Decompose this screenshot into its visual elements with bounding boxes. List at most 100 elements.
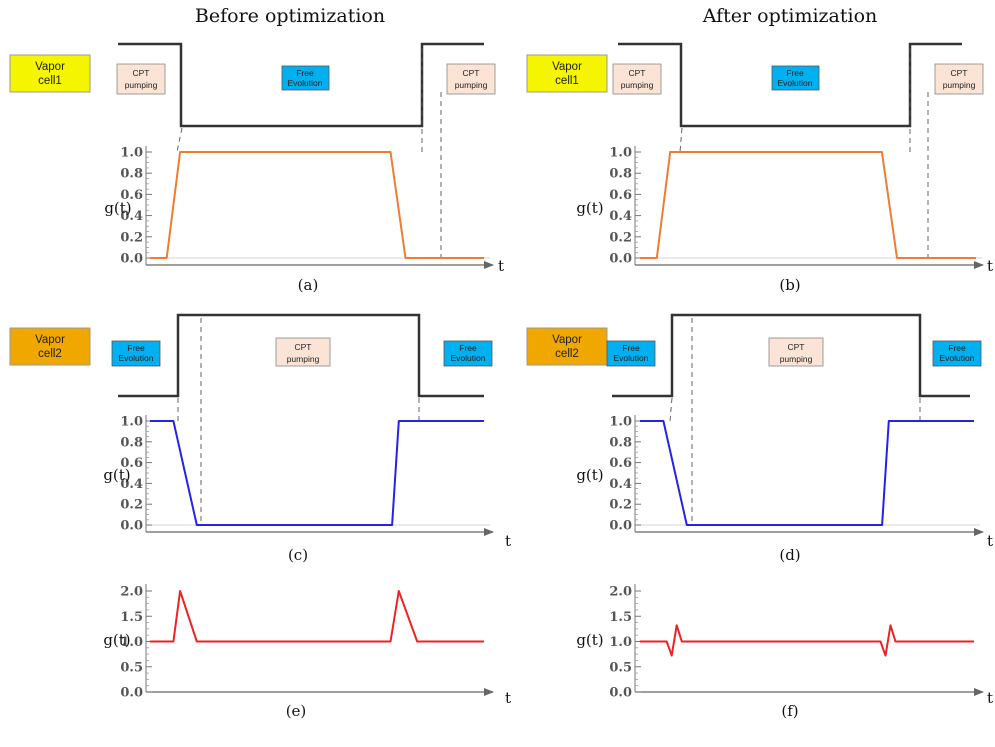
svg-text:Free: Free [948, 343, 966, 353]
y-tick-label: 0.4 [120, 477, 143, 492]
y-tick-label: 0.2 [609, 230, 632, 245]
svg-text:Vapor: Vapor [35, 61, 65, 73]
x-axis-label: t [498, 257, 504, 275]
y-tick-label: 0.2 [120, 230, 143, 245]
y-axis-label: g(t) [104, 199, 131, 217]
free-box-4: Free Evolution [443, 340, 493, 367]
chart-panel-d: 0.0 0.2 0.4 0.6 0.8 1.0 g(t) t (d) [576, 415, 993, 565]
y-tick-label: 1.0 [120, 635, 143, 650]
svg-text:Free: Free [459, 343, 477, 353]
cpt-box-3: CPT pumping [612, 63, 662, 95]
y-tick-label: 0.4 [609, 209, 632, 224]
x-axis-label: t [987, 532, 993, 550]
y-axis-label: g(t) [576, 631, 603, 649]
svg-text:pumping: pumping [943, 80, 976, 90]
svg-text:cell2: cell2 [38, 348, 62, 360]
y-tick-label: 0.2 [120, 498, 143, 513]
svg-text:Free: Free [127, 343, 145, 353]
series-line [640, 151, 976, 259]
svg-text:pumping: pumping [455, 80, 488, 90]
y-tick-label: 0.5 [609, 660, 632, 675]
y-tick-label: 0.0 [120, 519, 143, 534]
svg-text:Evolution: Evolution [614, 353, 649, 363]
y-tick-label: 1.5 [609, 610, 632, 625]
vapor-cell1-label-right: Vapor cell1 [526, 54, 608, 93]
y-axis-label: g(t) [576, 466, 603, 484]
cell2-timing-right [612, 313, 970, 398]
panel-caption: (d) [779, 546, 800, 564]
y-tick-label: 0.0 [609, 519, 632, 534]
vapor-cell2-label-right: Vapor cell2 [526, 327, 608, 366]
x-axis-label: t [987, 257, 993, 275]
y-tick-label: 0.4 [609, 477, 632, 492]
y-tick-label: 0.0 [120, 252, 143, 267]
y-axis-label: g(t) [576, 199, 603, 217]
y-tick-label: 0.0 [120, 686, 143, 701]
svg-text:pumping: pumping [780, 354, 813, 364]
plots-layer: 0.00.20.40.60.81.0g(t)t(a)0.00.20.40.60.… [103, 146, 993, 721]
title-after: After optimization [702, 5, 878, 27]
y-tick-label: 0.5 [120, 660, 143, 675]
svg-text:Vapor: Vapor [552, 334, 582, 346]
y-tick-label: 0.6 [120, 456, 143, 471]
svg-text:Vapor: Vapor [35, 334, 65, 346]
svg-text:CPT: CPT [788, 342, 805, 352]
panel-caption: (b) [779, 276, 800, 294]
y-tick-label: 0.6 [120, 188, 143, 203]
svg-text:Free: Free [296, 68, 314, 78]
cell1-timing-left [118, 42, 484, 128]
y-tick-label: 0.8 [120, 167, 143, 182]
y-axis-label: g(t) [103, 631, 130, 649]
svg-text:pumping: pumping [125, 80, 158, 90]
svg-text:CPT: CPT [295, 342, 312, 352]
svg-text:CPT: CPT [951, 68, 968, 78]
svg-text:pumping: pumping [621, 80, 654, 90]
y-tick-label: 0.2 [609, 498, 632, 513]
panel-caption: (f) [781, 702, 798, 720]
svg-text:cell2: cell2 [555, 348, 579, 360]
y-tick-label: 2.0 [609, 585, 632, 600]
y-axis-label: g(t) [103, 466, 130, 484]
svg-text:Evolution: Evolution [940, 353, 975, 363]
svg-text:Evolution: Evolution [778, 78, 813, 88]
y-tick-label: 1.0 [609, 635, 632, 650]
free-box-6: Free Evolution [932, 340, 982, 367]
cell2-timing-left [118, 313, 484, 398]
svg-text:Evolution: Evolution [288, 78, 323, 88]
series-line [150, 590, 484, 643]
y-tick-label: 1.5 [120, 610, 143, 625]
cpt-box-2: CPT pumping [446, 63, 496, 95]
series-line [640, 420, 974, 526]
dashed-guides [176, 48, 929, 525]
x-axis-label: t [505, 532, 511, 550]
svg-text:Evolution: Evolution [451, 353, 486, 363]
svg-text:Free: Free [622, 343, 640, 353]
svg-text:CPT: CPT [629, 68, 646, 78]
svg-text:Vapor: Vapor [552, 61, 582, 73]
y-tick-label: 0.0 [609, 686, 632, 701]
y-tick-label: 1.0 [120, 146, 143, 161]
y-tick-label: 0.6 [609, 456, 632, 471]
series-line [150, 151, 484, 259]
y-tick-label: 1.0 [609, 146, 632, 161]
panel-caption: (e) [286, 702, 307, 720]
chart-panel-f: 0.0 0.5 1.0 1.5 2.0 g(t) t (f) [576, 584, 993, 720]
svg-text:cell1: cell1 [38, 75, 62, 87]
free-box-2: Free Evolution [771, 65, 820, 91]
y-tick-label: 0.8 [609, 167, 632, 182]
svg-text:CPT: CPT [133, 68, 150, 78]
series-line [640, 624, 974, 657]
chart-panel-a: 0.0 0.2 0.4 0.6 0.8 1.0 g(t) t (a) [104, 146, 504, 295]
svg-text:pumping: pumping [287, 354, 320, 364]
chart-panel-e: 0.0 0.5 1.0 1.5 2.0 g(t) t (e) [103, 584, 511, 720]
svg-text:Evolution: Evolution [119, 353, 154, 363]
svg-text:Free: Free [786, 68, 804, 78]
vapor-cell1-label-left: Vapor cell1 [9, 54, 91, 93]
cpt-box-1: CPT pumping [116, 63, 166, 95]
x-axis-label: t [505, 689, 511, 707]
cpt-box-6: CPT pumping [768, 337, 824, 367]
free-box-5: Free Evolution [606, 340, 656, 367]
cell1-timing-right [618, 42, 962, 128]
y-tick-label: 0.8 [120, 435, 143, 450]
